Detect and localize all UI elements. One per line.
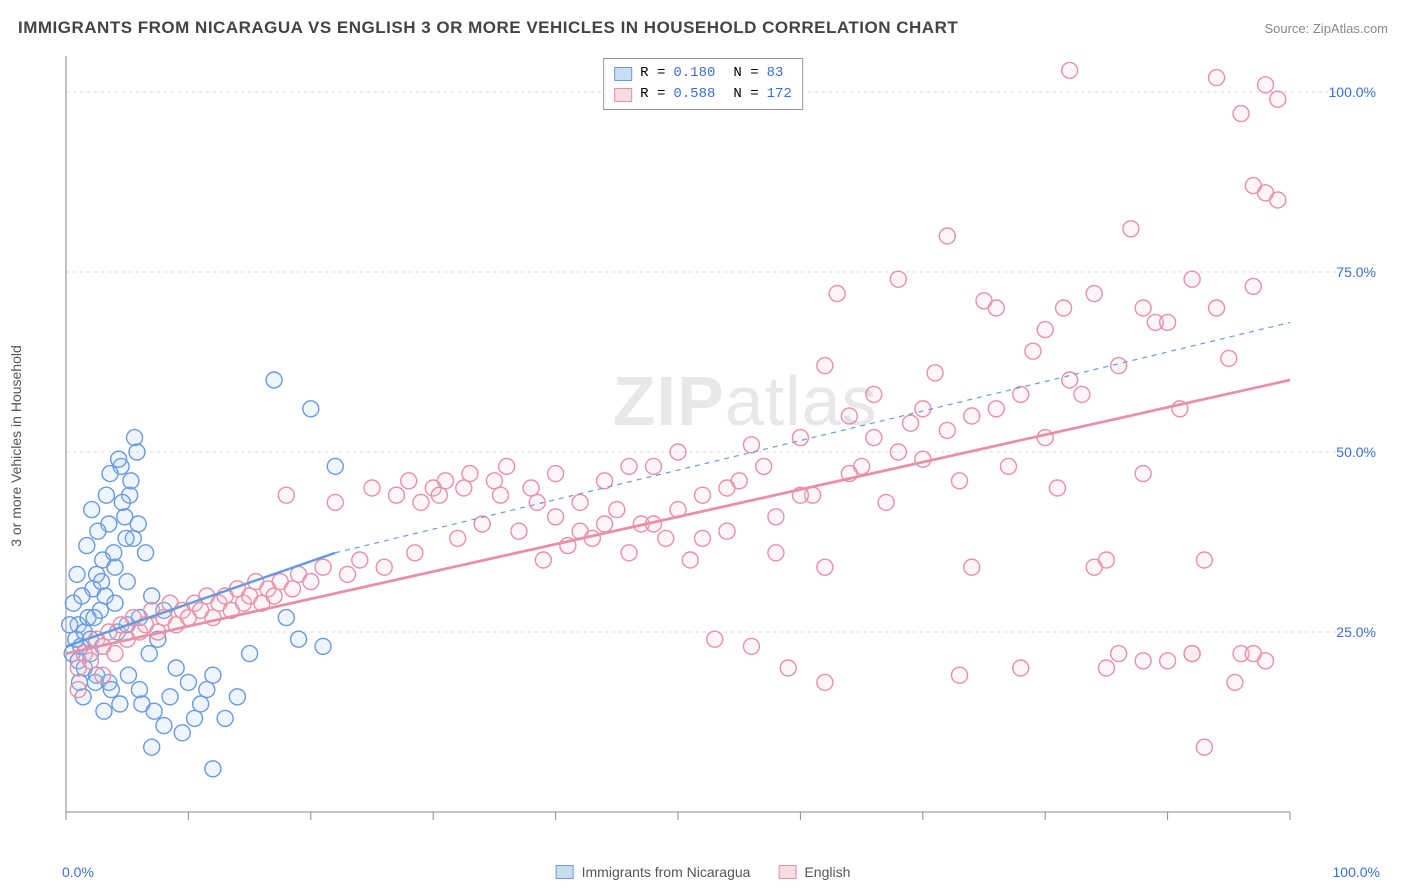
r-label: R = xyxy=(640,63,665,84)
n-label: N = xyxy=(733,63,758,84)
y-tick-label: 75.0% xyxy=(1336,264,1376,280)
legend-swatch-icon xyxy=(614,88,632,102)
legend-swatch-icon xyxy=(556,865,574,879)
x-axis-min: 0.0% xyxy=(62,864,94,880)
n-value: 83 xyxy=(767,63,784,84)
legend-item: Immigrants from Nicaragua xyxy=(556,864,751,880)
legend-label: English xyxy=(804,864,850,880)
correlation-legend: R = 0.180 N = 83 R = 0.588 N = 172 xyxy=(603,58,803,110)
y-tick-label: 100.0% xyxy=(1329,84,1376,100)
x-axis-max: 100.0% xyxy=(1333,864,1380,880)
legend-swatch-icon xyxy=(614,67,632,81)
n-value: 172 xyxy=(767,84,792,105)
legend-row: R = 0.180 N = 83 xyxy=(614,63,792,84)
legend-label: Immigrants from Nicaragua xyxy=(582,864,751,880)
y-tick-label: 50.0% xyxy=(1336,444,1376,460)
r-label: R = xyxy=(640,84,665,105)
source-credit: Source: ZipAtlas.com xyxy=(1264,21,1388,36)
y-axis-label: 3 or more Vehicles in Household xyxy=(8,345,24,547)
chart-container xyxy=(60,50,1386,842)
legend-swatch-icon xyxy=(778,865,796,879)
r-value: 0.588 xyxy=(673,84,715,105)
legend-item: English xyxy=(778,864,850,880)
chart-title: IMMIGRANTS FROM NICARAGUA VS ENGLISH 3 O… xyxy=(18,18,958,38)
n-label: N = xyxy=(733,84,758,105)
series-legend: Immigrants from Nicaragua English xyxy=(556,864,851,880)
scatter-plot xyxy=(60,50,1386,842)
y-tick-label: 25.0% xyxy=(1336,624,1376,640)
r-value: 0.180 xyxy=(673,63,715,84)
legend-row: R = 0.588 N = 172 xyxy=(614,84,792,105)
